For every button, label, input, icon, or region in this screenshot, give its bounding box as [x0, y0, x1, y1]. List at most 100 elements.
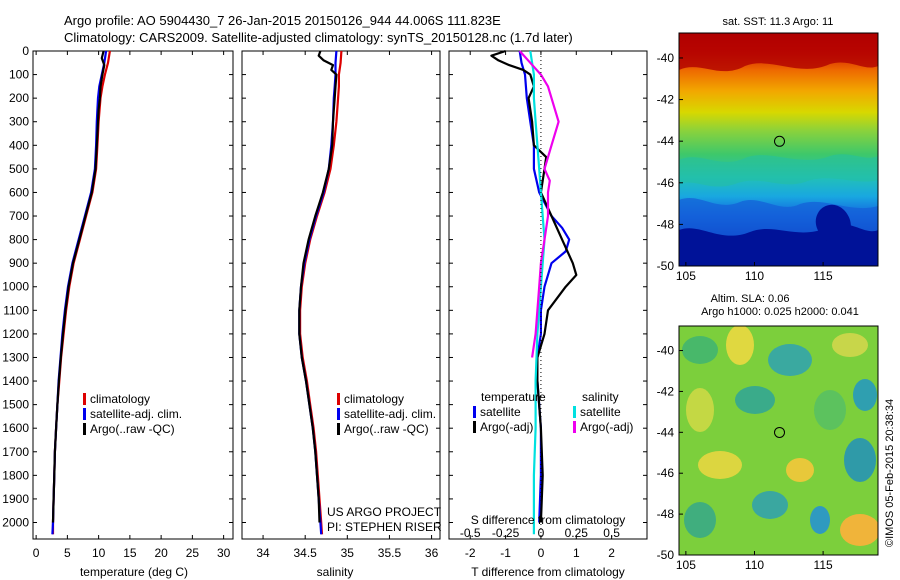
x-tick-label: 35.5	[378, 546, 402, 560]
series-line-s-argo	[518, 50, 560, 358]
argo-location-marker	[774, 135, 786, 147]
header-line1: Argo profile: AO 5904430_7 26-Jan-2015 2…	[64, 13, 501, 28]
x-tick-label: 10	[92, 546, 106, 560]
sst-eddy	[815, 204, 851, 243]
legend-swatch-s-satellite	[573, 406, 576, 418]
difference-xlabel-top: S difference from climatology	[471, 513, 626, 527]
temperature-series	[51, 50, 111, 535]
map-y-tick-label: -42	[657, 93, 675, 107]
sla-blob	[686, 388, 714, 432]
sla-blob	[786, 458, 814, 482]
legend-swatch-climatology	[83, 393, 86, 405]
depth-tick-label: 500	[9, 162, 29, 176]
sla-map-title-line2: Argo h1000: 0.025 h2000: 0.041	[701, 306, 859, 318]
s-tick-label: -0.5	[460, 526, 481, 540]
salinity-series	[298, 50, 343, 535]
map-y-tick-label: -48	[657, 217, 675, 231]
depth-tick-label: 100	[9, 68, 29, 82]
series-line-climatology	[299, 50, 343, 535]
legend-label-t-argo: Argo(-adj)	[480, 420, 533, 434]
x-tick-label: 2	[608, 546, 615, 560]
depth-tick-label: 1700	[2, 445, 29, 459]
x-tick-label: 25	[186, 546, 200, 560]
sst-map	[679, 33, 878, 266]
depth-tick-label: 700	[9, 209, 29, 223]
header-line2: Climatology: CARS2009. Satellite-adjuste…	[64, 30, 573, 45]
legend-swatch-s-argo	[573, 421, 576, 433]
legend-label-satellite: satellite-adj. clim.	[344, 407, 436, 421]
sla-map-title-line1: Altim. SLA: 0.06	[711, 293, 790, 305]
sla-blob	[810, 506, 830, 534]
x-tick-label: 0	[538, 546, 545, 560]
map-y-tick-label: -40	[657, 344, 675, 358]
depth-tick-label: 2000	[2, 515, 29, 529]
sla-blob	[682, 336, 718, 364]
sla-blob	[840, 514, 878, 546]
sla-blob	[844, 438, 876, 482]
difference-series	[490, 49, 578, 535]
depth-tick-label: 800	[9, 233, 29, 247]
depth-tick-label: 1200	[2, 327, 29, 341]
x-tick-label: -1	[500, 546, 511, 560]
salinity-xlabel: salinity	[317, 565, 354, 579]
series-line-t-satellite	[518, 50, 571, 523]
legend-swatch-climatology	[337, 393, 340, 405]
sla-blob	[698, 451, 742, 479]
map-y-tick-label: -42	[657, 384, 675, 398]
map-y-tick-label: -46	[657, 176, 675, 190]
legend-title-temperature: temperature	[481, 390, 546, 404]
legend-label-argo: Argo(..raw -QC)	[344, 422, 429, 436]
depth-tick-label: 900	[9, 256, 29, 270]
depth-tick-label: 1800	[2, 468, 29, 482]
legend-label-t-satellite: satellite	[480, 405, 521, 419]
map-y-tick-label: -50	[657, 259, 675, 273]
sla-blob	[726, 326, 754, 365]
legend-swatch-t-satellite	[473, 406, 476, 418]
legend-label-climatology: climatology	[90, 392, 150, 406]
legend-label-climatology: climatology	[344, 392, 404, 406]
x-tick-label: -2	[465, 546, 476, 560]
map-x-tick-label: 115	[814, 269, 833, 283]
x-tick-label: 0	[33, 546, 40, 560]
x-tick-label: 36	[425, 546, 439, 560]
sla-blob	[853, 379, 877, 411]
depth-tick-label: 600	[9, 185, 29, 199]
salinity-axis: 34 34.5 35 35.5 36	[242, 50, 440, 560]
depth-tick-label: 0	[22, 44, 29, 58]
sla-blob	[752, 491, 788, 519]
legend-label-argo: Argo(..raw -QC)	[90, 422, 175, 436]
x-tick-label: 20	[154, 546, 168, 560]
x-tick-label: 34	[256, 546, 270, 560]
map-x-tick-label: 115	[814, 558, 833, 572]
project-line1: US ARGO PROJECT	[327, 505, 442, 519]
difference-legend: temperature salinity satellite Argo(-adj…	[473, 390, 633, 434]
depth-tick-label: 300	[9, 115, 29, 129]
sst-front-band	[679, 154, 878, 187]
map-y-tick-label: -44	[657, 425, 675, 439]
legend-swatch-satellite	[83, 408, 86, 420]
x-tick-label: 34.5	[294, 546, 318, 560]
legend-swatch-argo	[337, 423, 340, 435]
series-line-argo	[298, 50, 338, 523]
legend-label-satellite: satellite-adj. clim.	[90, 407, 182, 421]
salinity-panel-frame	[241, 50, 441, 540]
map-x-tick-label: 110	[745, 269, 764, 283]
sst-warm-patch	[679, 33, 878, 72]
depth-tick-label: 200	[9, 91, 29, 105]
sla-map	[679, 326, 878, 555]
depth-tick-label: 1900	[2, 492, 29, 506]
x-tick-label: 5	[64, 546, 71, 560]
depth-tick-label: 1500	[2, 398, 29, 412]
sla-map-axis: 105 110 115 -40 -42 -44 -46 -48 -50	[657, 344, 833, 572]
legend-swatch-t-argo	[473, 421, 476, 433]
project-line2: PI: STEPHEN RISER	[327, 520, 442, 534]
x-tick-label: 15	[123, 546, 137, 560]
temperature-legend: climatology satellite-adj. clim. Argo(..…	[83, 392, 182, 436]
series-line-argo	[51, 50, 106, 523]
sst-map-frame	[678, 32, 879, 267]
x-tick-label: 30	[217, 546, 231, 560]
series-line-climatology	[51, 50, 111, 535]
legend-swatch-argo	[83, 423, 86, 435]
